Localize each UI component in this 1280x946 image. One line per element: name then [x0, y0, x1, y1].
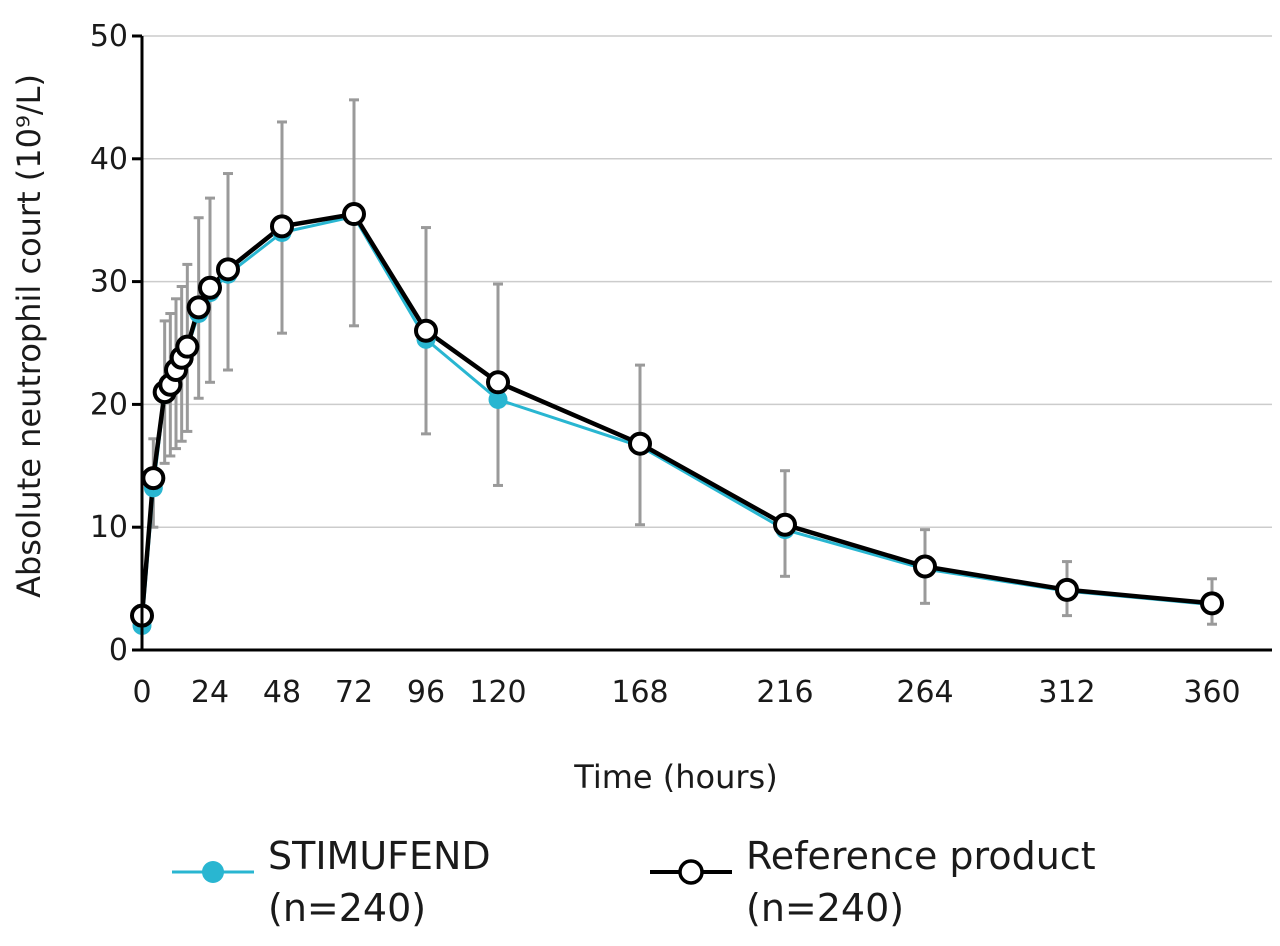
- y-tick-label: 0: [109, 633, 128, 668]
- series-lines: [139, 211, 1213, 626]
- legend-n-reference: (n=240): [746, 886, 905, 930]
- error-bars: [137, 98, 1217, 627]
- reference-point: [628, 431, 652, 456]
- reference-point: [414, 318, 438, 343]
- reference-point: [486, 370, 510, 395]
- legend-n-stimufend: (n=240): [268, 886, 427, 930]
- y-tick-label: 30: [90, 265, 128, 300]
- stimufend-line: [140, 214, 1213, 626]
- grid-lines: [132, 34, 1272, 652]
- x-tick-label: 96: [407, 675, 445, 710]
- x-tick-label: 264: [896, 675, 953, 710]
- filled-circle-icon: [172, 861, 254, 883]
- reference-point: [773, 512, 797, 537]
- open-circle-icon: [650, 859, 732, 885]
- x-tick-label: 48: [263, 675, 301, 710]
- y-axis-title: Absolute neutrophil court (10⁹/L): [10, 74, 48, 598]
- series-markers: [130, 202, 1224, 635]
- reference-point: [1200, 591, 1224, 616]
- axes: [132, 36, 1272, 652]
- reference-line: [139, 211, 1213, 616]
- stimufend-point: [488, 389, 508, 409]
- legend-label-stimufend: STIMUFEND: [268, 834, 491, 878]
- legend-label-reference: Reference product: [746, 834, 1096, 878]
- reference-point: [342, 202, 366, 227]
- y-tick-label: 50: [90, 19, 128, 54]
- x-tick-label: 168: [611, 675, 668, 710]
- reference-point: [1055, 577, 1079, 602]
- reference-point: [216, 257, 240, 282]
- reference-point: [198, 275, 222, 300]
- x-tick-label: 360: [1183, 675, 1240, 710]
- x-tick-label: 24: [191, 675, 229, 710]
- y-tick-label: 10: [90, 510, 128, 545]
- x-tick-label: 312: [1038, 675, 1095, 710]
- y-tick-label: 20: [90, 387, 128, 422]
- reference-point: [913, 554, 937, 579]
- x-tick-label: 72: [335, 675, 373, 710]
- x-tick-label: 120: [469, 675, 526, 710]
- x-tick-labels: 0 24 48 72 96 120 168 216 264 312 360: [132, 675, 1240, 710]
- y-tick-label: 40: [90, 142, 128, 177]
- reference-point: [186, 295, 211, 320]
- x-tick-label: 216: [756, 675, 813, 710]
- x-axis-title: Time (hours): [573, 758, 777, 796]
- y-tick-labels: 0 10 20 30 40 50: [90, 19, 128, 668]
- reference-point: [141, 466, 166, 491]
- reference-point: [270, 214, 294, 239]
- x-tick-label: 0: [132, 675, 151, 710]
- reference-point: [175, 334, 200, 359]
